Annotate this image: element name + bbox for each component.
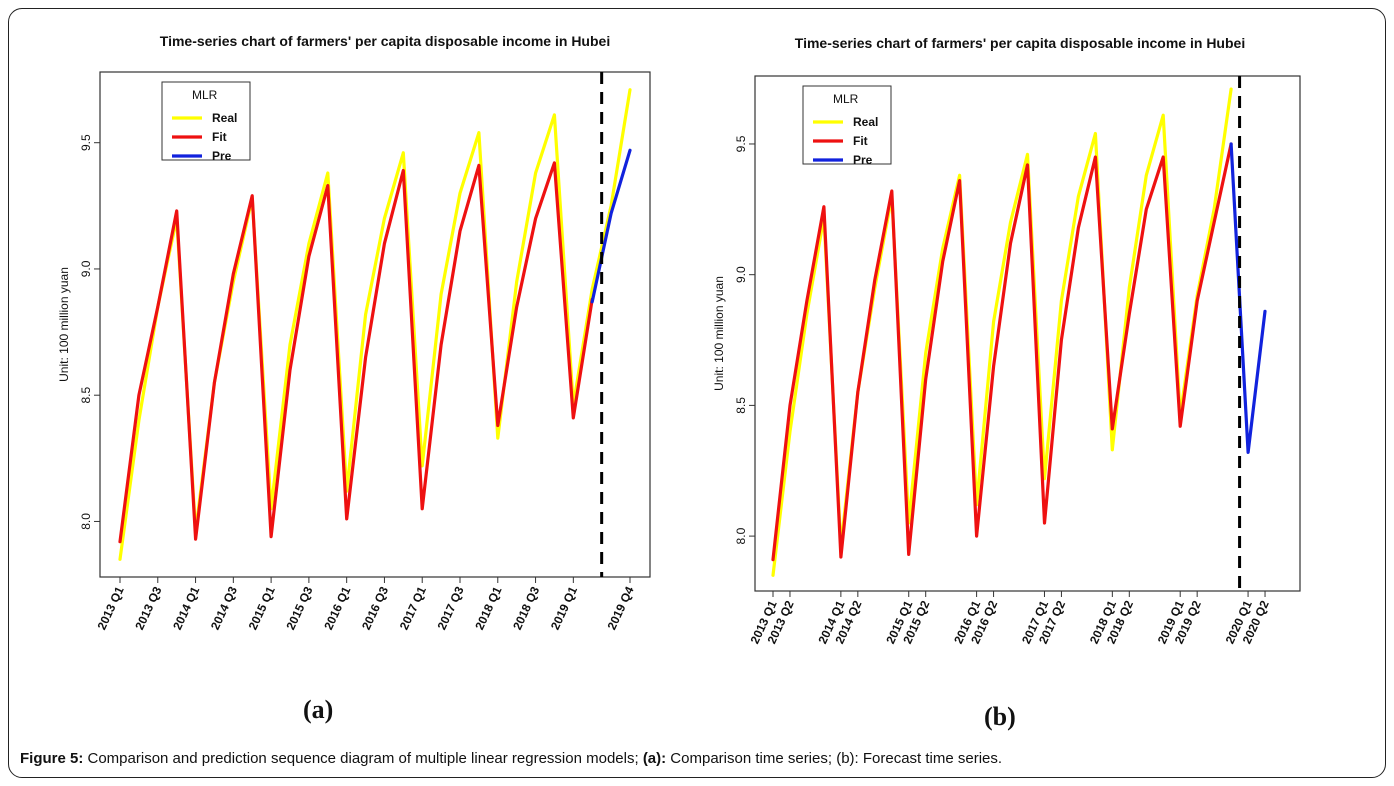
chart-0-xtick-label-2013-q1: 2013 Q1 <box>95 584 127 632</box>
chart-0-xtick-label-2014-q1: 2014 Q1 <box>170 584 202 632</box>
chart-0-plot-box <box>99 71 651 578</box>
chart-0-ytick-label-9: 9.0 <box>79 260 93 277</box>
chart-0-xtick-label-2016-q3: 2016 Q3 <box>359 584 391 632</box>
chart-0-legend-label-pre: Pre <box>212 149 232 163</box>
chart-0-ytick-label-9-5: 9.5 <box>79 134 93 151</box>
chart-1-ytick-label-9: 9.0 <box>734 266 748 283</box>
chart-0-ytick-label-8-5: 8.5 <box>79 387 93 404</box>
chart-0-series-pre-line <box>590 148 632 304</box>
caption-text-2: Comparison time series; (b): Forecast ti… <box>666 750 1003 767</box>
chart-panel-b: Time-series chart of farmers' per capita… <box>690 22 1370 682</box>
chart-0-xtick-label-2017-q3: 2017 Q3 <box>435 584 467 632</box>
chart-1-ytick-label-8-5: 8.5 <box>734 397 748 414</box>
caption-label-a: (a): <box>642 750 667 767</box>
chart-0-xtick-label-2018-q3: 2018 Q3 <box>510 584 542 632</box>
chart-0-xtick-label-2016-q1: 2016 Q1 <box>321 584 353 632</box>
panel-label-b: (b) <box>984 702 1016 731</box>
chart-b-svg: Time-series chart of farmers' per capita… <box>712 35 1301 646</box>
chart-0-xtick-label-2019-q4: 2019 Q4 <box>605 584 637 632</box>
chart-panel-a: Time-series chart of farmers' per capita… <box>30 22 690 672</box>
chart-1-legend-label-fit: Fit <box>853 134 868 148</box>
chart-a-svg: Time-series chart of farmers' per capita… <box>57 33 651 632</box>
chart-1-ytick-label-8: 8.0 <box>734 527 748 544</box>
figure-caption: Figure 5: Comparison and prediction sequ… <box>20 750 1002 767</box>
chart-0-legend-label-fit: Fit <box>212 130 227 144</box>
chart-1-plot-box <box>754 75 1301 592</box>
chart-0-series-fit-line <box>118 161 594 544</box>
chart-0-legend-title: MLR <box>192 88 218 102</box>
chart-1-ytick-label-9-5: 9.5 <box>734 135 748 152</box>
chart-1-legend-title: MLR <box>833 92 859 106</box>
chart-1-title: Time-series chart of farmers' per capita… <box>795 35 1245 51</box>
caption-label: Figure 5: <box>20 750 84 767</box>
chart-1-legend-box <box>802 85 892 165</box>
chart-1-series-pre-line <box>1229 142 1267 454</box>
chart-0-ylabel: Unit: 100 million yuan <box>57 267 71 382</box>
chart-1-legend-label-real: Real <box>853 115 878 129</box>
chart-0-ytick-label-8: 8.0 <box>79 513 93 530</box>
chart-0-xtick-label-2018-q1: 2018 Q1 <box>472 584 504 632</box>
chart-1-legend-label-pre: Pre <box>853 153 873 167</box>
chart-0-xtick-label-2013-q3: 2013 Q3 <box>132 584 164 632</box>
figure-frame <box>8 8 1386 778</box>
chart-0-legend-box <box>161 81 251 161</box>
chart-0-xtick-label-2015-q3: 2015 Q3 <box>283 584 315 632</box>
chart-0-title: Time-series chart of farmers' per capita… <box>160 33 610 49</box>
chart-1-series-fit-line <box>771 142 1233 562</box>
chart-0-xtick-label-2017-q1: 2017 Q1 <box>397 584 429 632</box>
chart-0-xtick-label-2014-q3: 2014 Q3 <box>208 584 240 632</box>
chart-0-xtick-label-2019-q1: 2019 Q1 <box>548 584 580 632</box>
caption-text-1: Comparison and prediction sequence diagr… <box>83 750 643 767</box>
chart-1-ylabel: Unit: 100 million yuan <box>712 276 726 391</box>
chart-0-legend-label-real: Real <box>212 111 237 125</box>
chart-0-xtick-label-2015-q1: 2015 Q1 <box>246 584 278 632</box>
panel-label-a: (a) <box>303 695 334 724</box>
